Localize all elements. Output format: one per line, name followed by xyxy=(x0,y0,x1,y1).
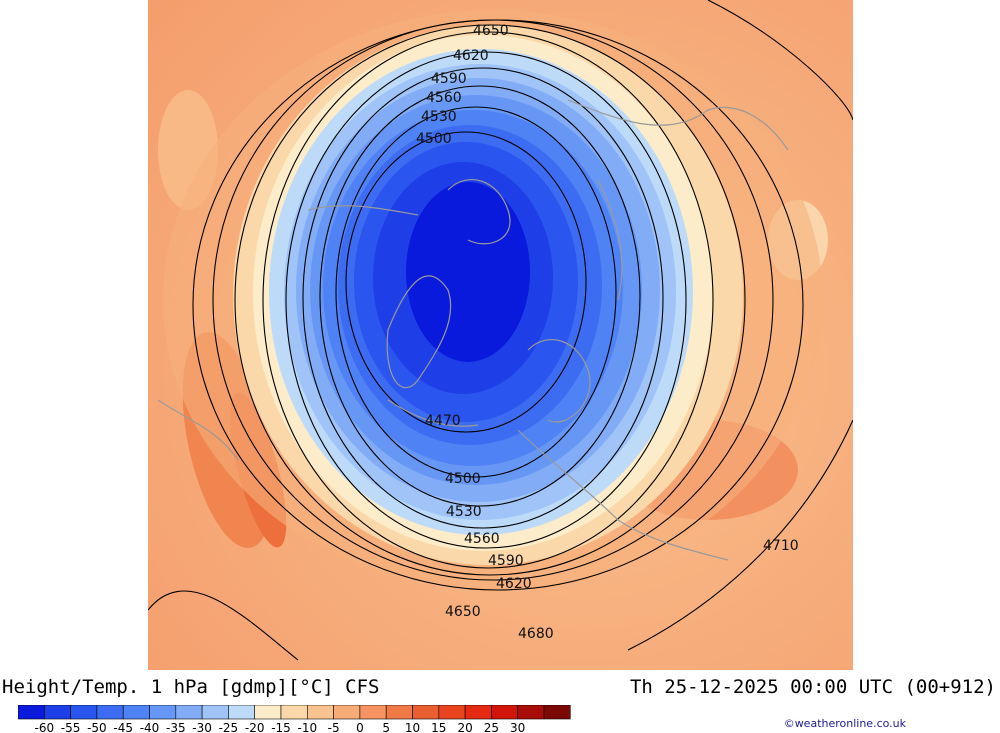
colorbar-labels: -60 -55 -50 -45 -40 -35 -30 -25 -20 -15 -10 -5 0 5 10 1… xyxy=(34,721,525,733)
contour-line xyxy=(148,590,299,661)
colorbar-swatch xyxy=(438,705,466,720)
colorbar-swatch xyxy=(306,705,334,720)
colorbar-label: 10 xyxy=(405,721,420,733)
contour-label: 4470 xyxy=(425,413,461,429)
colorbar-swatch xyxy=(201,705,229,720)
contour-line xyxy=(335,106,617,478)
colorbar-label: -40 xyxy=(140,721,160,733)
height-contours xyxy=(148,0,853,661)
colorbar-swatch xyxy=(70,705,98,720)
colorbar-label: 15 xyxy=(431,721,446,733)
colorbar-swatch xyxy=(333,705,361,720)
contour-labels: 4650 4620 4590 4560 4530 4500 4470 4500 … xyxy=(416,23,799,642)
contour-line xyxy=(345,131,587,433)
colorbar-swatch xyxy=(359,705,387,720)
colorbar-swatch xyxy=(491,705,518,720)
colorbar-swatch xyxy=(18,705,45,720)
colorbar-swatch xyxy=(543,705,571,720)
contour-label: 4530 xyxy=(421,109,457,125)
contour-label: 4590 xyxy=(431,71,467,87)
credit-link[interactable]: ©weatheronline.co.uk xyxy=(783,717,906,730)
contour-line xyxy=(302,67,664,529)
colorbar-swatch xyxy=(96,705,124,720)
contour-line xyxy=(212,19,774,581)
colorbar-label: -50 xyxy=(87,721,107,733)
colorbar-swatch xyxy=(254,705,282,720)
contour-line xyxy=(262,31,714,569)
colorbar-label: -45 xyxy=(113,721,133,733)
colorbar: -60 -55 -50 -45 -40 -35 -30 -25 -20 -15 -10 -5 0 5 10 1… xyxy=(18,705,571,733)
contour-label: 4500 xyxy=(445,471,481,487)
colorbar-swatch xyxy=(517,705,545,720)
contour-label: 4620 xyxy=(453,48,489,64)
contour-line xyxy=(319,85,641,507)
colorbar-swatch xyxy=(464,705,492,720)
colorbar-swatch xyxy=(228,705,255,720)
weather-map: 4650 4620 4590 4560 4530 4500 4470 4500 … xyxy=(148,0,853,670)
coastlines xyxy=(157,99,789,561)
contour-line xyxy=(627,419,853,651)
contour-label: 4650 xyxy=(445,604,481,620)
contour-label: 4530 xyxy=(446,504,482,520)
contour-line xyxy=(285,51,687,549)
contour-line xyxy=(234,24,746,576)
map-title: Height/Temp. 1 hPa [gdmp][°C] CFS xyxy=(2,676,380,698)
colorbar-swatch xyxy=(149,705,177,720)
colorbar-label: 5 xyxy=(382,721,390,733)
colorbar-swatch xyxy=(280,705,308,720)
colorbar-label: -20 xyxy=(245,721,265,733)
colorbar-label: -30 xyxy=(192,721,212,733)
contour-label: 4560 xyxy=(464,531,500,547)
colorbar-swatch xyxy=(175,705,203,720)
colorbar-swatch xyxy=(122,705,150,720)
colorbar-label: 25 xyxy=(484,721,499,733)
contour-label: 4500 xyxy=(416,131,452,147)
colorbar-label: 0 xyxy=(356,721,364,733)
colorbar-label: 20 xyxy=(457,721,472,733)
colorbar-swatch xyxy=(385,705,413,720)
colorbar-swatch xyxy=(412,705,440,720)
colorbar-swatch xyxy=(43,705,71,720)
colorbar-label: -25 xyxy=(219,721,239,733)
contour-label: 4590 xyxy=(488,553,524,569)
colorbar-label: 30 xyxy=(510,721,525,733)
contour-label: 4620 xyxy=(496,576,532,592)
colorbar-swatches xyxy=(18,705,571,720)
contour-label: 4650 xyxy=(473,23,509,39)
contour-label: 4710 xyxy=(763,538,799,554)
colorbar-label: -5 xyxy=(328,721,340,733)
temp-band xyxy=(406,182,530,362)
colorbar-label: -35 xyxy=(166,721,186,733)
colorbar-label: -15 xyxy=(271,721,291,733)
valid-time: Th 25-12-2025 00:00 UTC (00+912) xyxy=(629,676,996,698)
colorbar-label: -10 xyxy=(297,721,317,733)
contour-line xyxy=(707,0,853,121)
colorbar-label: -60 xyxy=(34,721,54,733)
contour-label: 4560 xyxy=(426,90,462,106)
colorbar-label: -55 xyxy=(61,721,81,733)
contour-label: 4680 xyxy=(518,626,554,642)
